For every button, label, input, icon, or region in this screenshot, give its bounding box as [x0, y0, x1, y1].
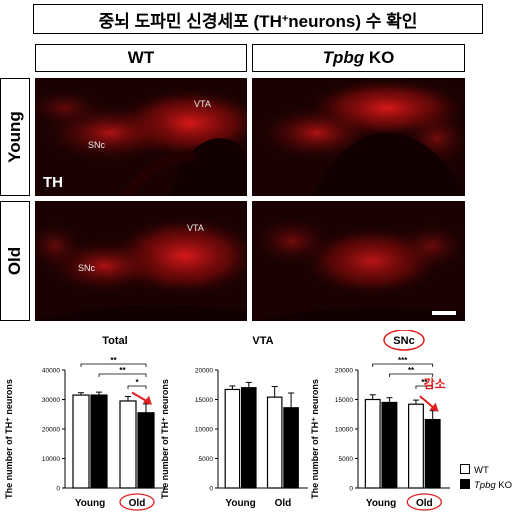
y-tick-label: 0: [209, 486, 213, 493]
old-highlight-circle: [406, 493, 442, 511]
y-tick-label: 5000: [199, 456, 214, 463]
y-tick-label: 15000: [195, 397, 213, 404]
chart-vta: VTA The number of TH⁺ neurons 0 5000 10000 15…: [160, 335, 308, 509]
column-label-ko-gene: Tpbg: [322, 48, 365, 67]
chart-title: VTA: [252, 335, 273, 347]
y-tick-label: 10000: [42, 456, 60, 463]
x-category-label: Old: [275, 498, 292, 509]
significance-stars: ***: [398, 356, 408, 365]
y-tick-label: 20000: [195, 368, 213, 375]
legend-swatch-wt: [460, 464, 470, 474]
bar: [119, 400, 137, 489]
x-category-label: Young: [225, 498, 255, 509]
bar: [424, 418, 441, 489]
figure-title: 중뇌 도파민 신경세포 (TH + neurons) 수 확인: [33, 4, 483, 34]
y-tick-label: 40000: [42, 368, 60, 375]
title-superscript: +: [281, 13, 289, 25]
legend-swatch-ko: [460, 479, 470, 489]
x-category-label: Old: [416, 498, 433, 509]
image-young-wt: VTA SNc TH: [35, 78, 247, 196]
bar: [407, 403, 424, 489]
y-tick-label: 0: [349, 486, 353, 493]
y-tick-label: 15000: [335, 397, 353, 404]
bar: [283, 407, 299, 489]
y-tick-label: 5000: [339, 456, 354, 463]
image-old-wt: VTA SNc: [35, 201, 247, 321]
legend-label-ko-gene: Tpbg: [474, 480, 496, 491]
decrease-arrow-head: [429, 402, 439, 412]
column-header-ko: Tpbg KO: [252, 44, 465, 72]
significance-stars: **: [110, 356, 117, 365]
y-axis-label: The number of TH⁺ neurons: [160, 379, 170, 499]
y-axis-label: The number of TH⁺ neurons: [310, 379, 320, 499]
label-snc-old-wt: SNc: [78, 263, 96, 273]
y-tick-label: 30000: [42, 397, 60, 404]
significance-bracket: [98, 373, 147, 377]
significance-bracket: [372, 363, 434, 367]
x-category-label: Young: [366, 498, 396, 509]
significance-bracket: [80, 363, 147, 367]
y-axis-label: The number of TH⁺ neurons: [4, 379, 14, 499]
label-snc-young-wt: SNc: [88, 140, 106, 150]
y-tick-label: 10000: [195, 427, 213, 434]
column-header-wt: WT: [35, 44, 247, 72]
row-label-old: Old: [5, 246, 24, 276]
scale-bar: [432, 311, 456, 315]
tissue-young-wt: [35, 78, 247, 196]
y-tick-label: 10000: [335, 427, 353, 434]
chart-snc: SNc The number of TH⁺ neurons 0 5000 10000 15…: [310, 330, 450, 511]
legend-item-wt: WT: [460, 464, 512, 476]
significance-stars: **: [119, 366, 126, 375]
label-th-stain: TH: [43, 174, 63, 191]
y-tick-label: 0: [56, 486, 60, 493]
significance-stars: **: [421, 378, 428, 387]
significance-stars: **: [408, 366, 415, 375]
old-highlight-circle: [119, 493, 155, 511]
title-circle: [383, 330, 425, 351]
row-header-young: Young: [0, 78, 30, 196]
x-category-label: Young: [75, 498, 105, 509]
decrease-arrow-line: [419, 395, 436, 410]
column-label-wt: WT: [127, 48, 155, 67]
bar: [72, 394, 90, 489]
chart-title: Total: [102, 335, 127, 347]
decrease-label: 감소: [424, 376, 446, 391]
chart-total: Total The number of TH⁺ neurons 0 10000 2000…: [4, 335, 165, 511]
tissue-old-wt: [35, 201, 247, 321]
label-vta-young-wt: VTA: [194, 99, 211, 109]
bar: [240, 387, 257, 489]
legend-label-wt: WT: [474, 465, 489, 476]
decrease-arrow-head: [143, 395, 152, 405]
image-old-ko: [252, 201, 465, 321]
significance-bracket: [415, 385, 434, 389]
title-main: 중뇌 도파민 신경세포 (TH: [98, 11, 282, 31]
significance-bracket: [127, 385, 147, 389]
bar: [224, 388, 241, 489]
bar: [90, 394, 108, 489]
legend-item-ko: Tpbg KO: [460, 479, 512, 491]
title-end: neurons) 수 확인: [288, 11, 418, 31]
row-label-young: Young: [5, 111, 24, 163]
bar: [364, 398, 381, 489]
tissue-old-ko: [252, 201, 465, 321]
chart-title: SNc: [393, 335, 414, 347]
legend-label-ko-rest: KO: [495, 480, 513, 491]
legend: WT Tpbg KO: [460, 464, 512, 491]
significance-stars: *: [135, 378, 139, 387]
bar: [266, 396, 283, 489]
y-tick-label: 20000: [335, 368, 353, 375]
y-tick-label: 20000: [42, 427, 60, 434]
tissue-young-ko: [252, 78, 465, 196]
row-header-old: Old: [0, 201, 30, 321]
significance-bracket: [389, 373, 434, 377]
bar: [381, 401, 398, 489]
x-category-label: Old: [129, 498, 146, 509]
column-label-ko-rest: KO: [364, 48, 395, 67]
label-vta-old-wt: VTA: [187, 223, 204, 233]
bar: [137, 412, 155, 489]
image-young-ko: [252, 78, 465, 196]
